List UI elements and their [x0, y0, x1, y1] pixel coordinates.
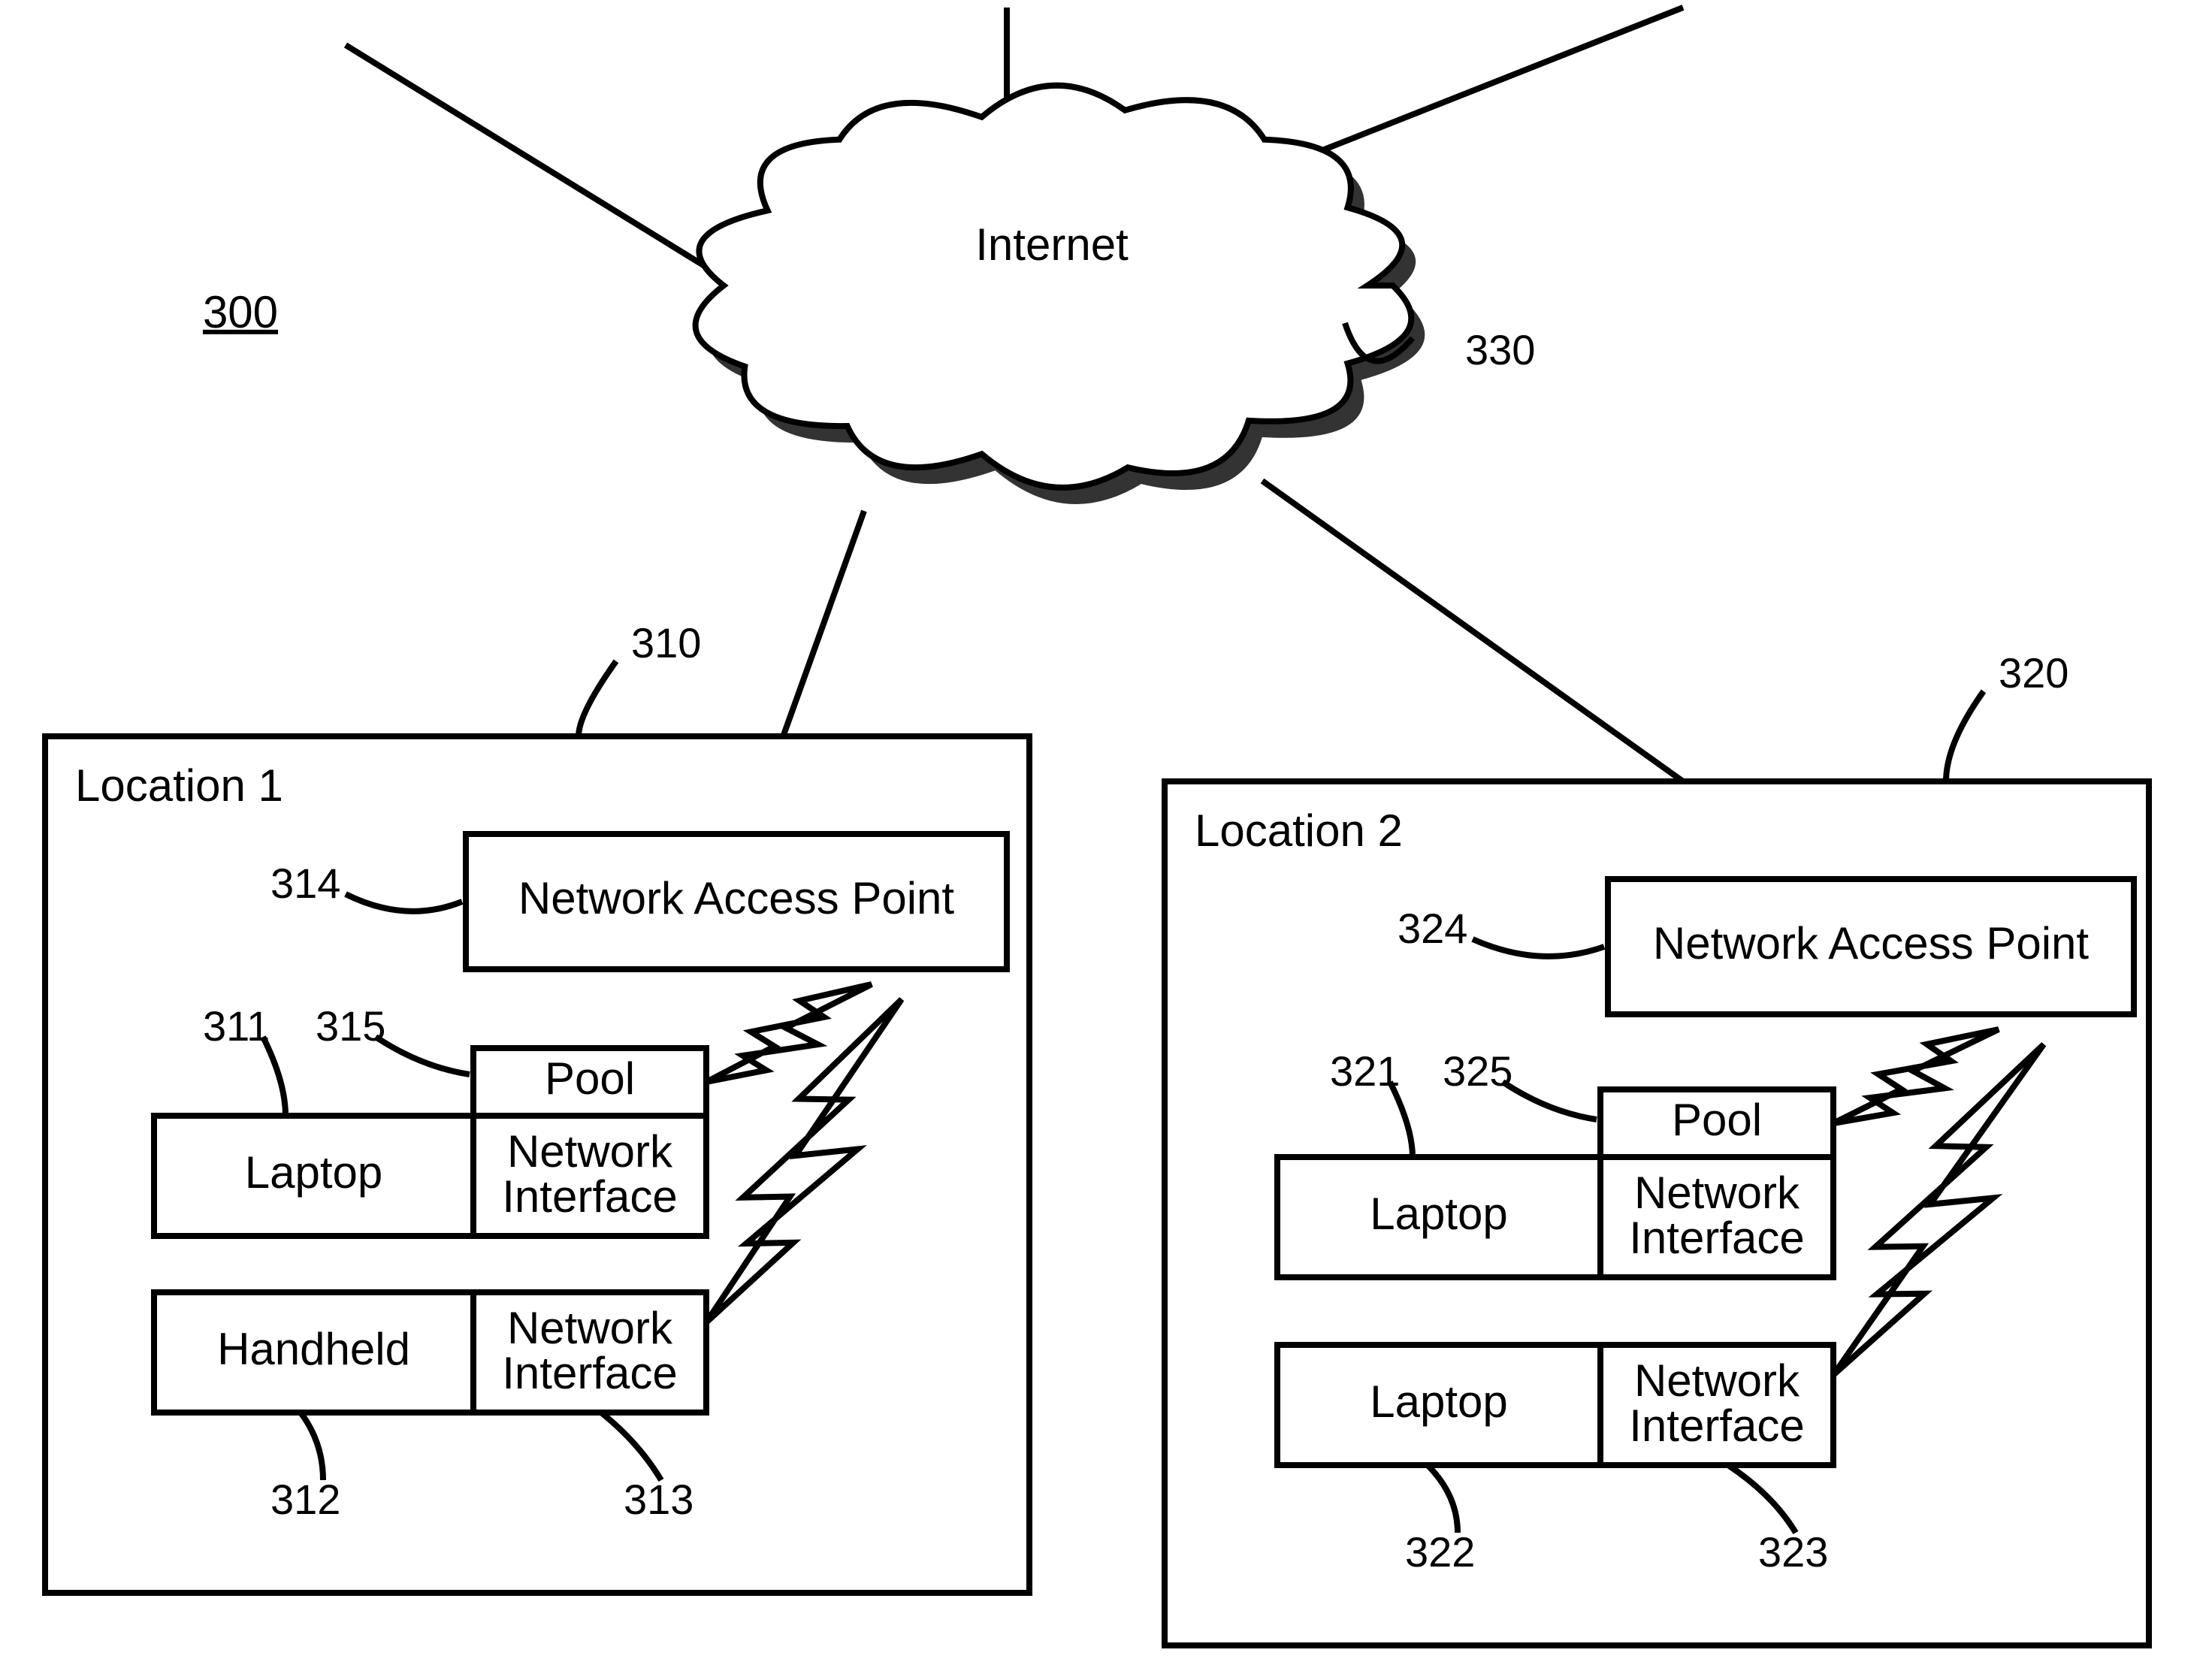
loc1-ni-0-label2: Interface — [502, 1171, 677, 1222]
loc2-ref: 320 — [1999, 649, 2068, 696]
loc1-ni-1-label2: Interface — [502, 1348, 677, 1398]
loc2-device-1-ref: 322 — [1405, 1528, 1475, 1576]
loc1-nap-label: Network Access Point — [518, 873, 955, 923]
loc2-device-1-label: Laptop — [1370, 1376, 1508, 1427]
loc2-ni-0-label1: Network — [1634, 1168, 1800, 1218]
cloud-ray — [1322, 8, 1683, 150]
loc1-ni-1-ref: 313 — [624, 1476, 694, 1523]
loc1-ref: 310 — [631, 619, 701, 666]
loc1-pool-ref: 315 — [316, 1002, 385, 1050]
loc2-ni-0-label2: Interface — [1629, 1213, 1804, 1263]
loc1-ni-0-label1: Network — [507, 1126, 673, 1177]
loc1-device-0-label: Laptop — [245, 1147, 383, 1198]
loc1-ref-leader — [579, 661, 616, 736]
cloud-ref: 330 — [1465, 326, 1535, 373]
cloud-ray — [346, 45, 736, 286]
figure-ref: 300 — [203, 287, 278, 337]
loc2-ni-1-label2: Interface — [1629, 1401, 1804, 1451]
loc1-title: Location 1 — [75, 760, 283, 811]
loc1-device-1-ref: 312 — [270, 1476, 340, 1523]
loc2-ni-1-label1: Network — [1634, 1355, 1800, 1406]
cloud-ray — [1262, 481, 1683, 781]
loc2-pool-label: Pool — [1672, 1095, 1762, 1145]
loc2-title: Location 2 — [1195, 805, 1403, 856]
cloud-label: Internet — [975, 219, 1129, 270]
loc2-device-0-label: Laptop — [1370, 1189, 1508, 1239]
loc2-ref-leader — [1946, 691, 1984, 781]
loc1-ni-1-label1: Network — [507, 1303, 673, 1353]
loc2-nap-label: Network Access Point — [1653, 918, 2090, 968]
loc1-nap-ref: 314 — [270, 860, 340, 907]
loc1-device-0-ref: 311 — [203, 1002, 270, 1050]
loc2-nap-ref: 324 — [1398, 905, 1467, 952]
loc2-pool-ref: 325 — [1443, 1047, 1512, 1095]
loc2-ni-1-ref: 323 — [1758, 1528, 1828, 1576]
loc2-device-0-ref: 321 — [1330, 1047, 1400, 1095]
loc1-device-1-label: Handheld — [217, 1324, 410, 1374]
loc1-pool-label: Pool — [545, 1053, 635, 1104]
